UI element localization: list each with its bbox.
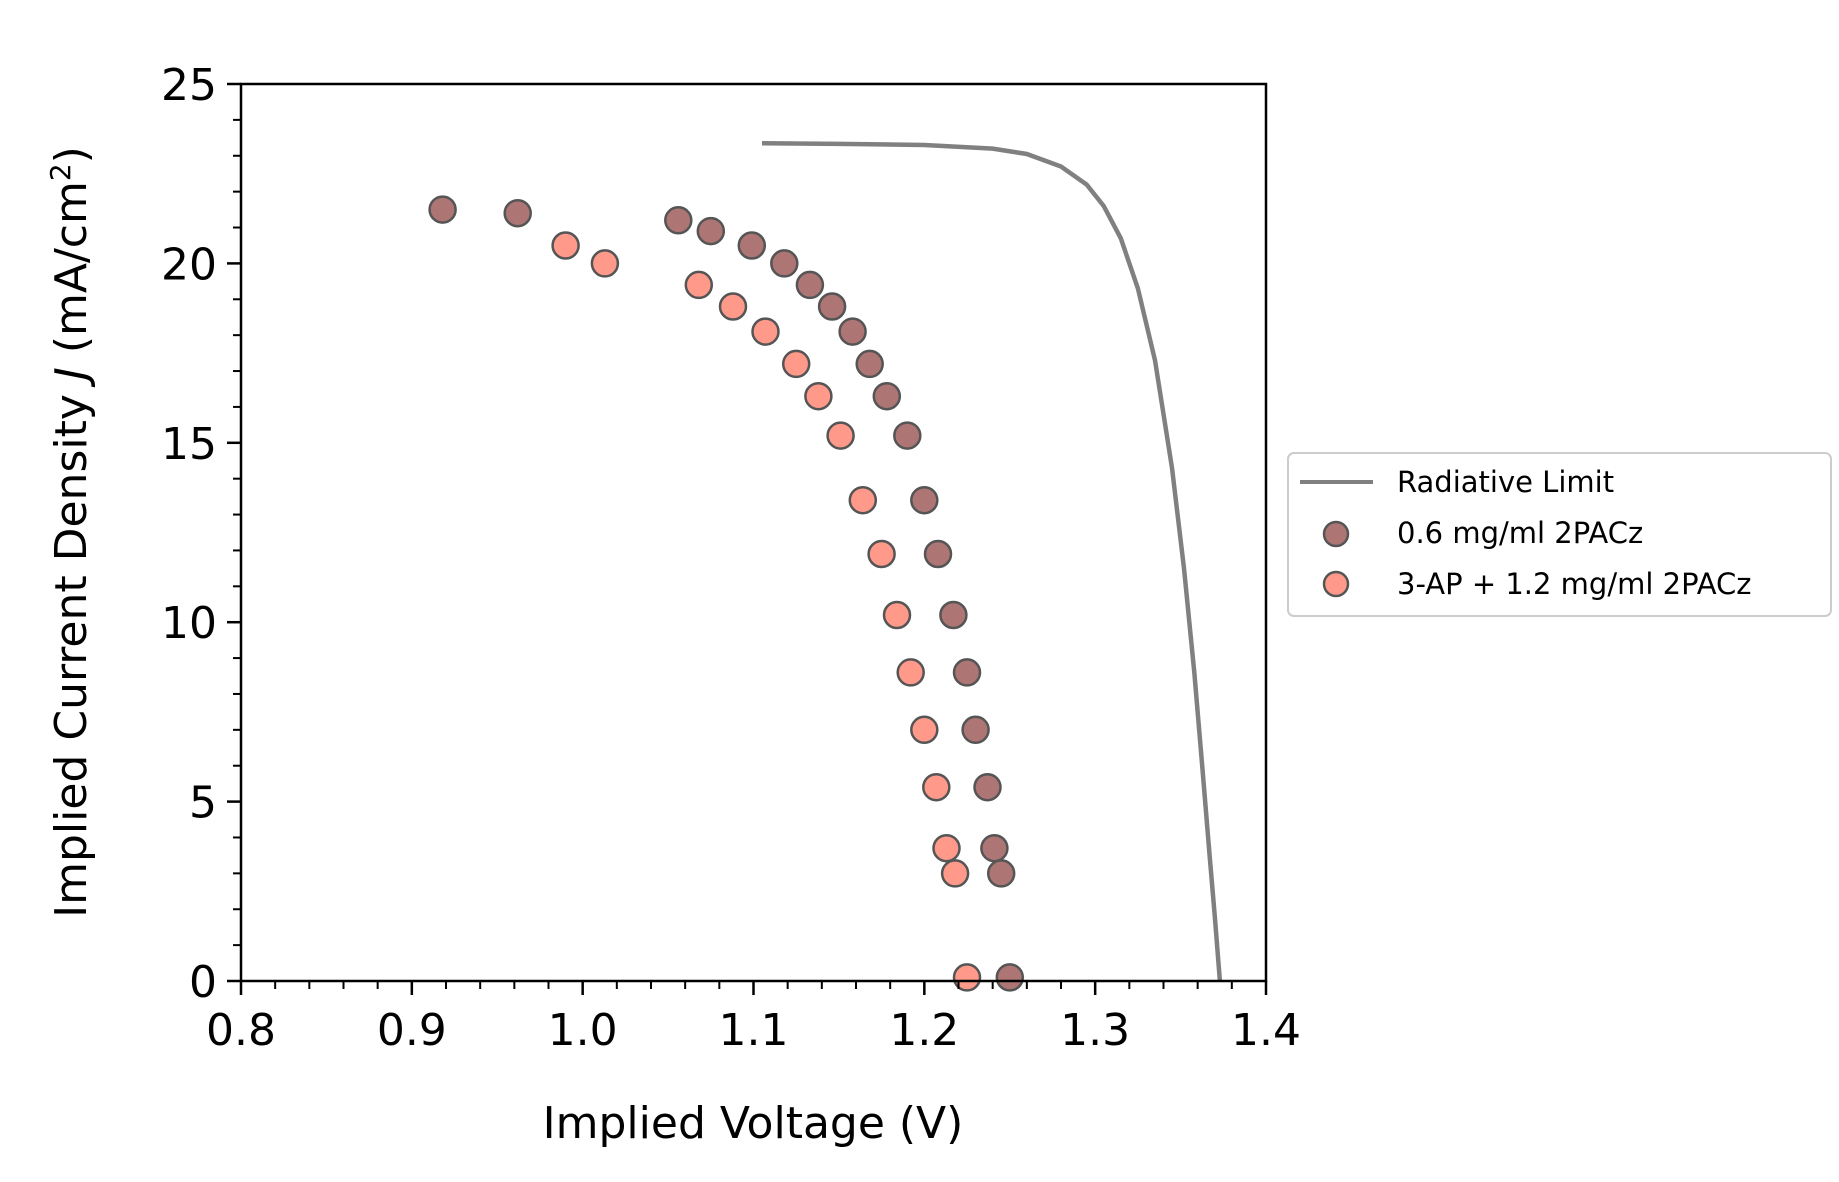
data-point-series-1: [923, 539, 953, 569]
data-point-series-1: [855, 349, 884, 379]
data-point-series-2: [882, 600, 912, 630]
data-point-series-1: [737, 231, 767, 260]
y-tick-label: 25: [161, 60, 217, 111]
x-tick-label: 1.3: [1060, 1005, 1130, 1056]
data-point-series-2: [940, 859, 970, 888]
data-point-series-1: [952, 658, 982, 687]
y-axis-label: Implied Current Density J (mA/cm2): [44, 146, 97, 918]
x-tick-label: 1.4: [1231, 1005, 1301, 1056]
y-axis: 0 5 10 15 20 25: [161, 60, 241, 1008]
data-point-series-1: [973, 772, 1002, 802]
y-tick-label: 15: [161, 419, 217, 470]
data-point-series-2: [751, 317, 780, 346]
x-tick-label: 1.0: [548, 1005, 618, 1056]
data-point-series-2: [551, 231, 580, 260]
legend-box: [1287, 452, 1832, 617]
data-point-series-1: [893, 421, 922, 450]
marks-layer: [428, 140, 1223, 992]
data-point-series-2: [922, 772, 951, 802]
y-axis-label-unit-close: ): [46, 146, 97, 163]
data-point-series-2: [590, 249, 620, 278]
legend: Radiative Limit 0.6 mg/ml 2PACz 3-AP + 1…: [1287, 452, 1832, 617]
data-point-series-2: [932, 833, 961, 863]
series-line-radiative-limit: [761, 140, 1223, 982]
legend-label: 0.6 mg/ml 2PACz: [1397, 516, 1643, 550]
data-point-series-1: [503, 198, 532, 228]
y-tick-label: 10: [161, 598, 217, 649]
data-point-series-1: [995, 963, 1025, 992]
legend-label: Radiative Limit: [1397, 465, 1614, 499]
data-point-series-2: [952, 963, 982, 992]
data-point-series-2: [684, 270, 714, 300]
data-point-series-2: [826, 421, 855, 450]
data-point-series-2: [867, 539, 896, 569]
data-point-series-2: [910, 715, 939, 745]
data-point-series-1: [664, 206, 693, 235]
data-point-series-2: [848, 485, 878, 515]
data-point-series-1: [986, 859, 1016, 888]
data-point-series-1: [872, 381, 902, 411]
y-tick-label: 0: [189, 957, 217, 1008]
data-point-series-1: [817, 292, 847, 321]
data-point-series-1: [980, 833, 1009, 863]
y-axis-label-unit-exponent: 2: [44, 163, 77, 181]
x-tick-label: 0.9: [377, 1005, 447, 1056]
y-axis-label-unit: (mA/cm: [46, 181, 97, 367]
x-tick-label: 1.2: [889, 1005, 959, 1056]
data-point-series-1: [939, 600, 968, 630]
data-point-series-1: [795, 270, 825, 300]
data-point-series-1: [696, 216, 726, 246]
x-axis-label: Implied Voltage (V): [543, 1098, 964, 1149]
legend-marker-swatch: [1322, 570, 1350, 598]
x-axis: 0.8 0.9 1.0 1.1 1.2 1.3 1.4: [206, 981, 1301, 1056]
data-point-series-1: [770, 249, 799, 278]
legend-label: 3-AP + 1.2 mg/ml 2PACz: [1397, 567, 1752, 601]
x-tick-label: 1.1: [719, 1005, 789, 1056]
data-point-series-2: [804, 381, 833, 411]
data-point-series-2: [896, 658, 925, 687]
y-axis-label-prefix: Implied Current Density: [46, 380, 97, 918]
data-point-series-1: [961, 715, 990, 745]
data-point-series-2: [781, 349, 811, 379]
y-tick-label: 5: [189, 778, 217, 829]
data-point-series-1: [838, 317, 867, 346]
data-point-series-2: [718, 292, 748, 321]
data-point-series-1: [910, 485, 939, 515]
x-tick-label: 0.8: [206, 1005, 276, 1056]
legend-marker-swatch: [1322, 520, 1350, 548]
data-point-series-1: [428, 195, 457, 224]
y-tick-label: 20: [161, 239, 217, 290]
